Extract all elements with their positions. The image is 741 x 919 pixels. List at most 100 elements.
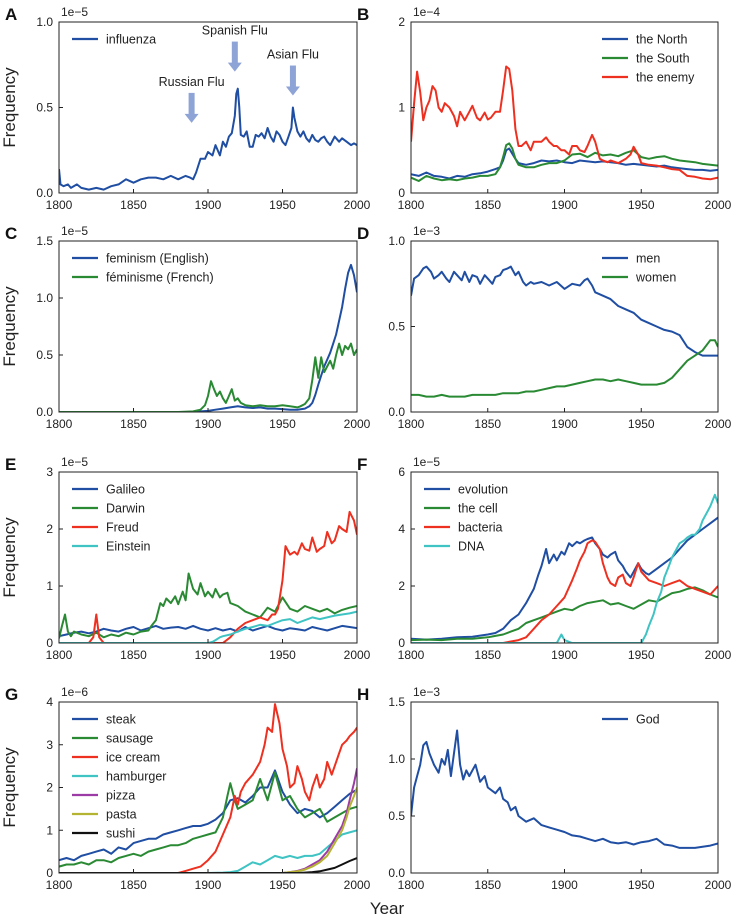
legend-label-d-0: men: [636, 252, 660, 266]
legend-c: feminism (English) féminisme (French): [72, 252, 214, 285]
series-line-c-1: [59, 342, 357, 412]
x-tick-label-h: 1950: [628, 878, 655, 892]
legend-label-g-6: sushi: [106, 827, 135, 841]
y-tick-label-d: 0.0: [388, 405, 405, 419]
x-tick-label-d: 1900: [551, 417, 578, 431]
x-tick-label-g: 1850: [120, 878, 147, 892]
legend-label-g-3: hamburger: [106, 770, 166, 784]
arrow-shaft-a-0: [188, 92, 195, 115]
x-tick-label-c: 1800: [46, 417, 73, 431]
legend-label-e-0: Galileo: [106, 483, 145, 497]
x-tick-label-c: 1850: [120, 417, 147, 431]
series-line-g-0: [59, 769, 357, 862]
y-tick-label-f: 6: [398, 465, 405, 479]
series-line-d-1: [411, 339, 718, 398]
plot-area-e: [59, 510, 357, 643]
plot-area-g: [59, 703, 357, 873]
x-tick-label-b: 1800: [398, 198, 425, 212]
panel-label-e: E: [5, 455, 16, 474]
series-line-f-3: [411, 493, 718, 643]
x-tick-label-a: 1800: [46, 198, 73, 212]
x-tick-label-e: 2000: [344, 648, 371, 662]
scale-multiplier-a: 1e−5: [61, 5, 88, 19]
x-tick-label-h: 1800: [398, 878, 425, 892]
x-tick-label-a: 1900: [195, 198, 222, 212]
legend-label-e-2: Freud: [106, 521, 139, 535]
y-tick-label-g: 0: [46, 866, 53, 880]
x-tick-label-g: 1800: [46, 878, 73, 892]
y-tick-label-c: 0.5: [36, 348, 53, 362]
legend-label-b-2: the enemy: [636, 71, 695, 85]
series-line-e-3: [59, 610, 357, 643]
x-tick-label-f: 1900: [551, 648, 578, 662]
legend-a: influenza: [72, 33, 156, 47]
plot-area-c: [59, 263, 357, 412]
plot-area-h: [411, 729, 718, 849]
series-line-g-4: [59, 768, 357, 873]
y-tick-label-a: 0.0: [36, 186, 53, 200]
y-tick-label-g: 1: [46, 823, 53, 837]
x-tick-label-b: 1950: [628, 198, 655, 212]
plot-area-a: [59, 87, 357, 191]
y-tick-label-e: 1: [46, 579, 53, 593]
x-tick-label-d: 2000: [705, 417, 732, 431]
legend-label-g-2: ice cream: [106, 751, 160, 765]
series-line-h-0: [411, 729, 718, 849]
legend-label-f-1: the cell: [458, 502, 498, 516]
series-line-c-0: [59, 263, 357, 412]
y-tick-label-f: 2: [398, 579, 405, 593]
arrow-shaft-a-2: [289, 65, 296, 88]
panel-g: 1800 1850 1900 1950 2000 0 1 2 3 4 1e−6 G Frequency s…: [0, 685, 371, 892]
y-tick-label-h: 0.5: [388, 809, 405, 823]
axes-frame-c: [58, 240, 358, 413]
x-tick-label-f: 1850: [474, 648, 501, 662]
y-tick-label-d: 1.0: [388, 234, 405, 248]
x-tick-label-e: 1950: [269, 648, 296, 662]
x-tick-label-d: 1850: [474, 417, 501, 431]
annotation-label-a-1: Spanish Flu: [202, 24, 268, 38]
scale-multiplier-h: 1e−3: [413, 685, 440, 699]
panel-label-g: G: [5, 685, 18, 704]
series-line-b-1: [411, 142, 718, 182]
x-tick-label-b: 1850: [474, 198, 501, 212]
x-tick-label-g: 1950: [269, 878, 296, 892]
y-tick-label-g: 3: [46, 738, 53, 752]
series-line-e-2: [59, 510, 357, 643]
legend-label-b-0: the North: [636, 33, 687, 47]
y-tick-label-e: 2: [46, 522, 53, 536]
legend-label-c-1: féminisme (French): [106, 271, 214, 285]
series-line-e-1: [59, 572, 357, 639]
plot-area-b: [411, 65, 718, 182]
y-tick-label-e: 3: [46, 465, 53, 479]
x-tick-label-f: 1950: [628, 648, 655, 662]
series-line-f-1: [411, 586, 718, 642]
panel-label-h: H: [357, 685, 369, 704]
series-line-g-5: [59, 787, 357, 873]
series-line-f-2: [411, 539, 718, 643]
arrow-head-a-0: [184, 113, 199, 123]
x-tick-label-h: 1850: [474, 878, 501, 892]
series-line-d-0: [411, 265, 718, 357]
y-axis-label-a: Frequency: [0, 67, 19, 148]
y-tick-label-c: 1.0: [36, 291, 53, 305]
x-tick-label-g: 2000: [344, 878, 371, 892]
x-tick-label-f: 2000: [705, 648, 732, 662]
legend-b: the North the South the enemy: [602, 33, 695, 85]
y-axis-label-g: Frequency: [0, 747, 19, 828]
series-line-a-0: [59, 87, 357, 191]
y-tick-label-c: 1.5: [36, 234, 53, 248]
scale-multiplier-g: 1e−6: [61, 685, 88, 699]
scale-multiplier-b: 1e−4: [413, 5, 440, 19]
panel-label-f: F: [357, 455, 367, 474]
y-tick-label-b: 1: [398, 101, 405, 115]
arrow-head-a-2: [285, 86, 300, 96]
series-line-g-1: [59, 771, 357, 868]
x-tick-label-e: 1850: [120, 648, 147, 662]
y-tick-label-e: 0: [46, 636, 53, 650]
panel-label-a: A: [5, 5, 17, 24]
panel-h: 1800 1850 1900 1950 2000 0.0 0.5 1.0 1.5 1e−3 H God: [357, 685, 732, 892]
x-tick-label-e: 1900: [195, 648, 222, 662]
